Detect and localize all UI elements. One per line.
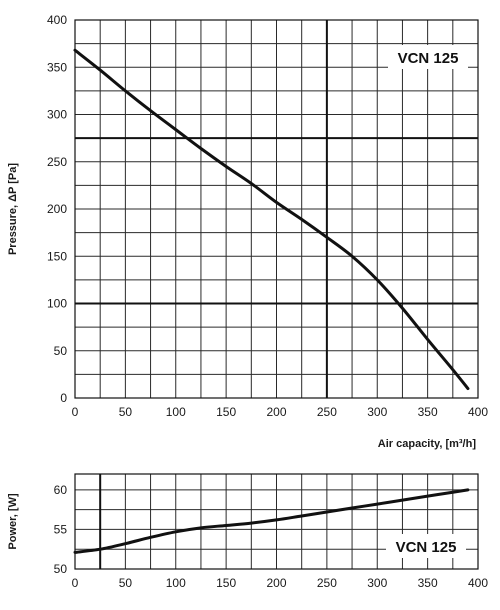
x-tick-label: 200 (266, 405, 286, 419)
x-tick-label: 50 (119, 405, 133, 419)
y-tick-label: 0 (60, 391, 67, 405)
y-tick-label: 250 (47, 155, 67, 169)
x-tick-label: 250 (317, 576, 337, 590)
x-tick-label: 400 (468, 576, 488, 590)
y-tick-label: 55 (54, 522, 68, 536)
pressure-curve (73, 48, 470, 391)
pressure-chart: 0 50 100 150 200 250 300 350 400 0 50 100 150 200 250 3… (7, 13, 488, 450)
power-model-label: VCN 125 (396, 539, 457, 556)
x-tick-label: 300 (367, 576, 387, 590)
power-model-label-box: VCN 125 (386, 534, 466, 558)
x-tick-label: 250 (317, 405, 337, 419)
y-tick-label: 400 (47, 13, 67, 27)
x-tick-label: 50 (119, 576, 133, 590)
x-tick-label: 300 (367, 405, 387, 419)
y-tick-label: 100 (47, 297, 67, 311)
y-tick-label: 150 (47, 249, 67, 263)
pressure-model-label: VCN 125 (398, 50, 459, 67)
power-tick-labels: 0 50 100 150 200 250 300 350 400 50 55 60 (54, 483, 489, 590)
x-tick-label: 150 (216, 576, 236, 590)
pressure-y-axis-label: Pressure, ΔP [Pa] (7, 163, 19, 255)
x-tick-label: 200 (266, 576, 286, 590)
y-tick-label: 300 (47, 108, 67, 122)
pressure-reference-lines (75, 20, 478, 398)
x-tick-label: 350 (418, 576, 438, 590)
y-tick-label: 60 (54, 483, 68, 497)
x-tick-label: 100 (166, 405, 186, 419)
power-curve (73, 488, 470, 554)
pressure-grid (75, 20, 478, 398)
power-chart: 0 50 100 150 200 250 300 350 400 50 55 60 VCN 125 P… (7, 473, 489, 590)
pressure-model-label-box: VCN 125 (388, 45, 468, 69)
pressure-x-axis-label: Air capacity, [m³/h] (378, 438, 477, 450)
y-tick-label: 50 (54, 344, 68, 358)
pressure-tick-labels: 0 50 100 150 200 250 300 350 400 0 50 100 150 200 250 3… (47, 13, 488, 419)
y-tick-label: 200 (47, 202, 67, 216)
x-tick-label: 100 (166, 576, 186, 590)
y-tick-label: 350 (47, 60, 67, 74)
x-tick-label: 0 (72, 405, 79, 419)
x-tick-label: 0 (72, 576, 79, 590)
power-y-axis-label: Power, [W] (7, 493, 19, 550)
x-tick-label: 150 (216, 405, 236, 419)
power-plot-frame (74, 473, 479, 570)
x-tick-label: 400 (468, 405, 488, 419)
pressure-plot-frame (74, 19, 479, 399)
y-tick-label: 50 (54, 562, 68, 576)
x-tick-label: 350 (418, 405, 438, 419)
